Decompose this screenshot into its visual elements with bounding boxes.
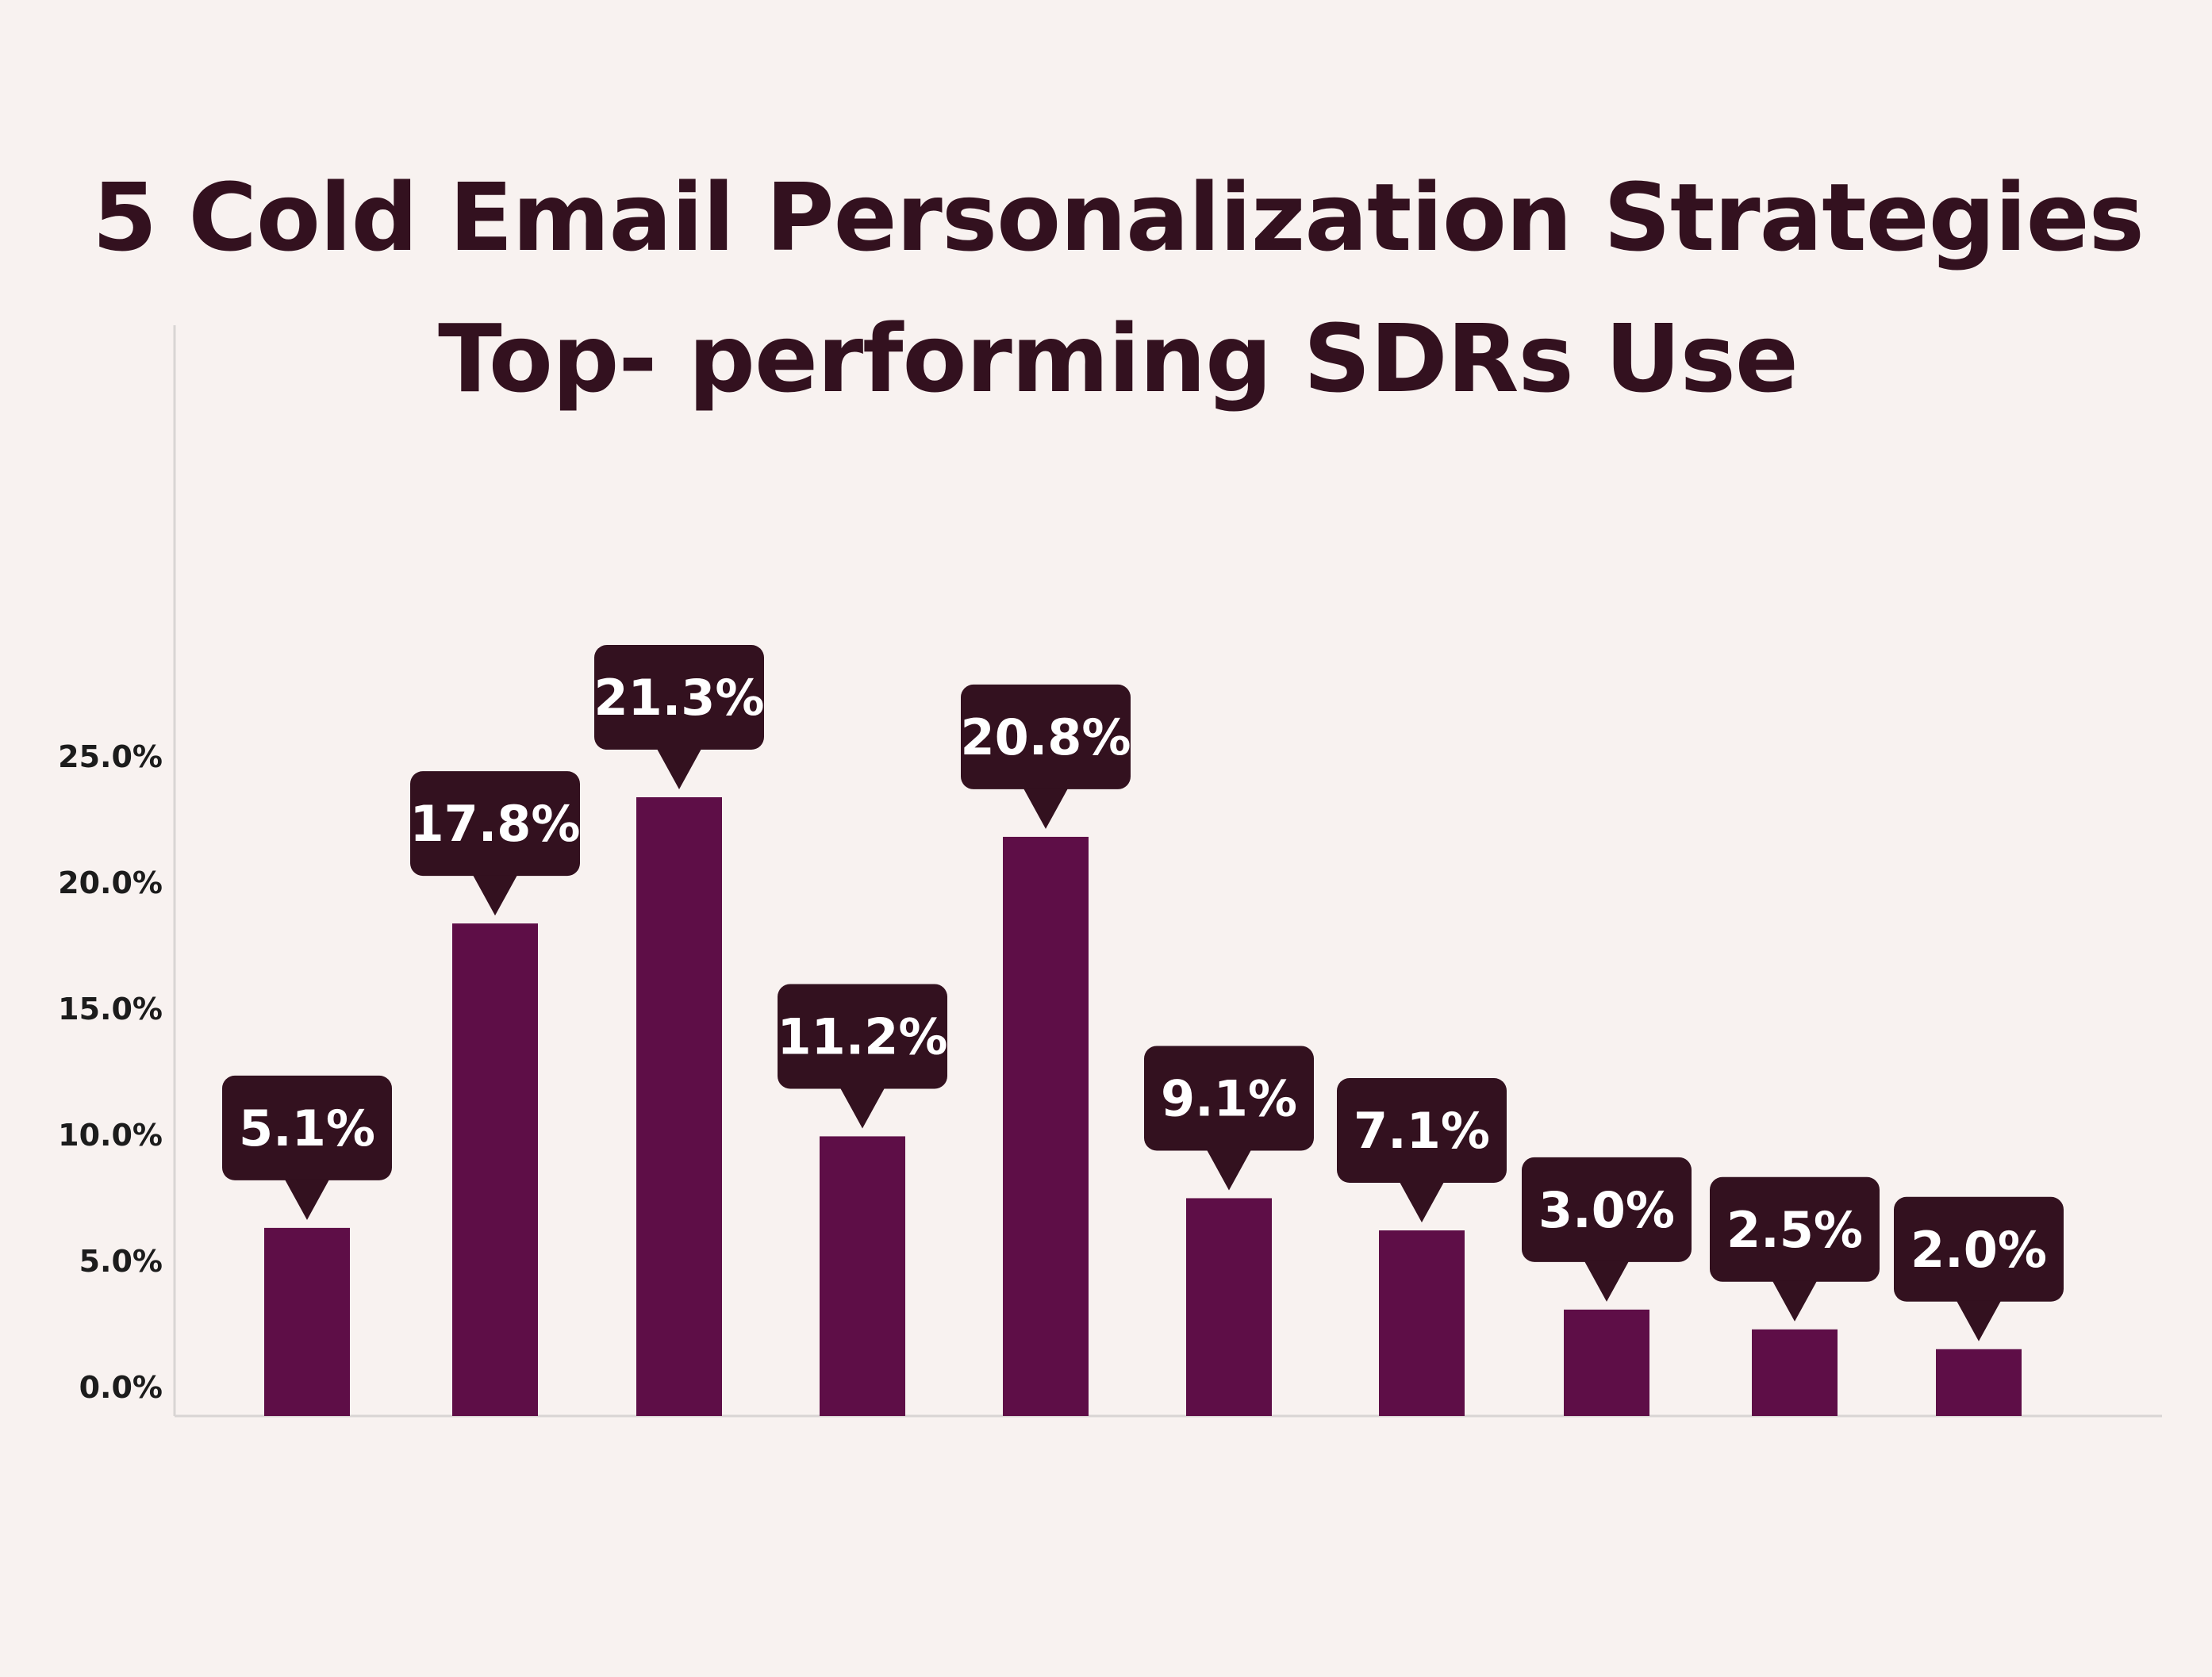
value-callouts: 5.1% 17.8% 21.3% 11.2% 20.8% 9.1% 7.1% 3.0% 2.5%… [222, 645, 2064, 1341]
data-label: 20.8% [960, 708, 1131, 766]
callout-pointer [657, 749, 701, 789]
y-tick-label: 0.0% [79, 1370, 163, 1405]
bar [452, 923, 538, 1416]
callout-box [1710, 1176, 1880, 1282]
callout-box [1144, 1046, 1314, 1151]
data-label: 21.3% [593, 669, 764, 727]
value-callout: 2.0% [1894, 1196, 2064, 1341]
callout-pointer [1584, 1261, 1629, 1302]
callout-box [410, 771, 580, 877]
value-callout: 5.1% [222, 1075, 392, 1220]
value-callout: 20.8% [960, 684, 1131, 829]
y-tick-label: 10.0% [58, 1118, 163, 1153]
title-line-2: Top- performing SDRs Use [438, 304, 1799, 413]
callout-pointer [285, 1179, 329, 1220]
bar [264, 1227, 350, 1416]
bar [1186, 1198, 1272, 1416]
callout-box [1337, 1078, 1507, 1183]
callout-box [1894, 1196, 2064, 1302]
bar [636, 797, 722, 1416]
value-callout: 3.0% [1522, 1157, 1692, 1302]
y-tick-label: 20.0% [58, 865, 163, 900]
bar [820, 1136, 905, 1416]
bar [1936, 1349, 2022, 1416]
data-label: 3.0% [1538, 1181, 1675, 1239]
callout-box [961, 684, 1131, 789]
callout-pointer [1957, 1300, 2001, 1341]
y-tick-label: 5.0% [79, 1244, 163, 1279]
callout-pointer [840, 1088, 885, 1129]
bar [1752, 1329, 1838, 1416]
data-label: 11.2% [777, 1007, 947, 1065]
value-callout: 17.8% [409, 771, 581, 916]
callout-box [222, 1075, 392, 1180]
data-label: 2.0% [1911, 1221, 2047, 1279]
callout-pointer [1400, 1182, 1444, 1222]
title-line-1: 5 Cold Email Personalization Strategies [92, 163, 2145, 272]
data-label: 7.1% [1354, 1102, 1490, 1160]
y-axis-ticks: 0.0% 5.0% 10.0% 15.0% 20.0% 25.0% [58, 739, 163, 1405]
y-tick-label: 25.0% [58, 739, 163, 774]
data-label: 9.1% [1161, 1069, 1297, 1127]
bar [1564, 1309, 1649, 1416]
data-label: 5.1% [239, 1099, 375, 1157]
bar [1003, 836, 1089, 1416]
value-callout: 11.2% [777, 984, 948, 1129]
callout-pointer [473, 875, 517, 916]
bars [264, 797, 2022, 1416]
y-tick-label: 15.0% [58, 992, 163, 1027]
callout-pointer [1023, 788, 1068, 829]
callout-pointer [1772, 1280, 1817, 1322]
callout-box [594, 645, 764, 750]
chart-title: 5 Cold Email Personalization Strategies … [0, 147, 2212, 429]
value-callout: 7.1% [1337, 1078, 1507, 1222]
data-label: 17.8% [409, 795, 580, 853]
value-callout: 2.5% [1710, 1176, 1880, 1322]
bar [1379, 1230, 1465, 1416]
callout-box [778, 984, 947, 1089]
value-callout: 21.3% [593, 645, 765, 789]
callout-box [1522, 1157, 1692, 1262]
value-callout: 9.1% [1144, 1046, 1314, 1191]
data-label: 2.5% [1726, 1201, 1863, 1259]
callout-pointer [1207, 1149, 1251, 1191]
